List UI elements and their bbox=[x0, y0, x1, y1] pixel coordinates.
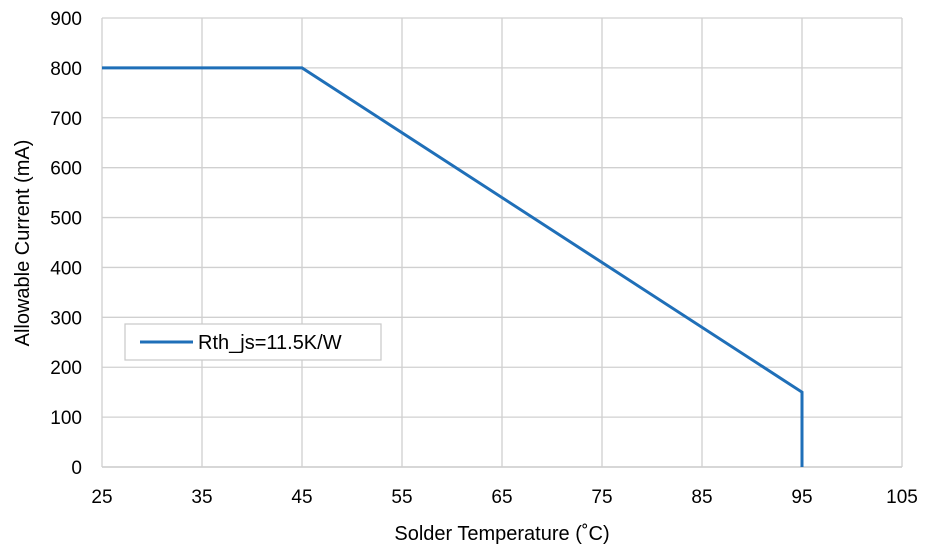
y-tick-label-500: 500 bbox=[50, 209, 82, 230]
y-tick-label-100: 100 bbox=[50, 408, 82, 429]
x-tick-label-75: 75 bbox=[591, 487, 612, 508]
x-tick-label-95: 95 bbox=[791, 487, 812, 508]
y-tick-label-800: 800 bbox=[50, 59, 82, 80]
y-tick-label-900: 900 bbox=[50, 9, 82, 30]
y-tick-label-700: 700 bbox=[50, 109, 82, 130]
y-tick-label-0: 0 bbox=[71, 458, 82, 479]
y-tick-label-300: 300 bbox=[50, 308, 82, 329]
x-tick-label-85: 85 bbox=[691, 487, 712, 508]
series-line-0 bbox=[102, 66, 804, 467]
y-axis-title: Allowable Current (mA) bbox=[12, 140, 34, 347]
x-tick-labels: 25 35 45 55 65 75 85 95 105 bbox=[91, 487, 917, 508]
y-tick-label-200: 200 bbox=[50, 358, 82, 379]
x-tick-label-25: 25 bbox=[91, 487, 112, 508]
x-tick-label-45: 45 bbox=[291, 487, 312, 508]
legend: Rth_js=11.5K/W bbox=[124, 323, 382, 361]
grid bbox=[101, 17, 903, 468]
x-axis-title: Solder Temperature (˚C) bbox=[394, 523, 609, 545]
x-tick-label-65: 65 bbox=[491, 487, 512, 508]
series-layer bbox=[102, 66, 804, 467]
legend-label-rth-js: Rth_js=11.5K/W bbox=[198, 332, 342, 354]
y-tick-labels: 0 100 200 300 400 500 600 700 800 900 bbox=[50, 9, 82, 479]
x-tick-label-105: 105 bbox=[886, 487, 918, 508]
y-tick-label-400: 400 bbox=[50, 258, 82, 279]
x-tick-label-55: 55 bbox=[391, 487, 412, 508]
x-tick-label-35: 35 bbox=[191, 487, 212, 508]
y-tick-label-600: 600 bbox=[50, 159, 82, 180]
